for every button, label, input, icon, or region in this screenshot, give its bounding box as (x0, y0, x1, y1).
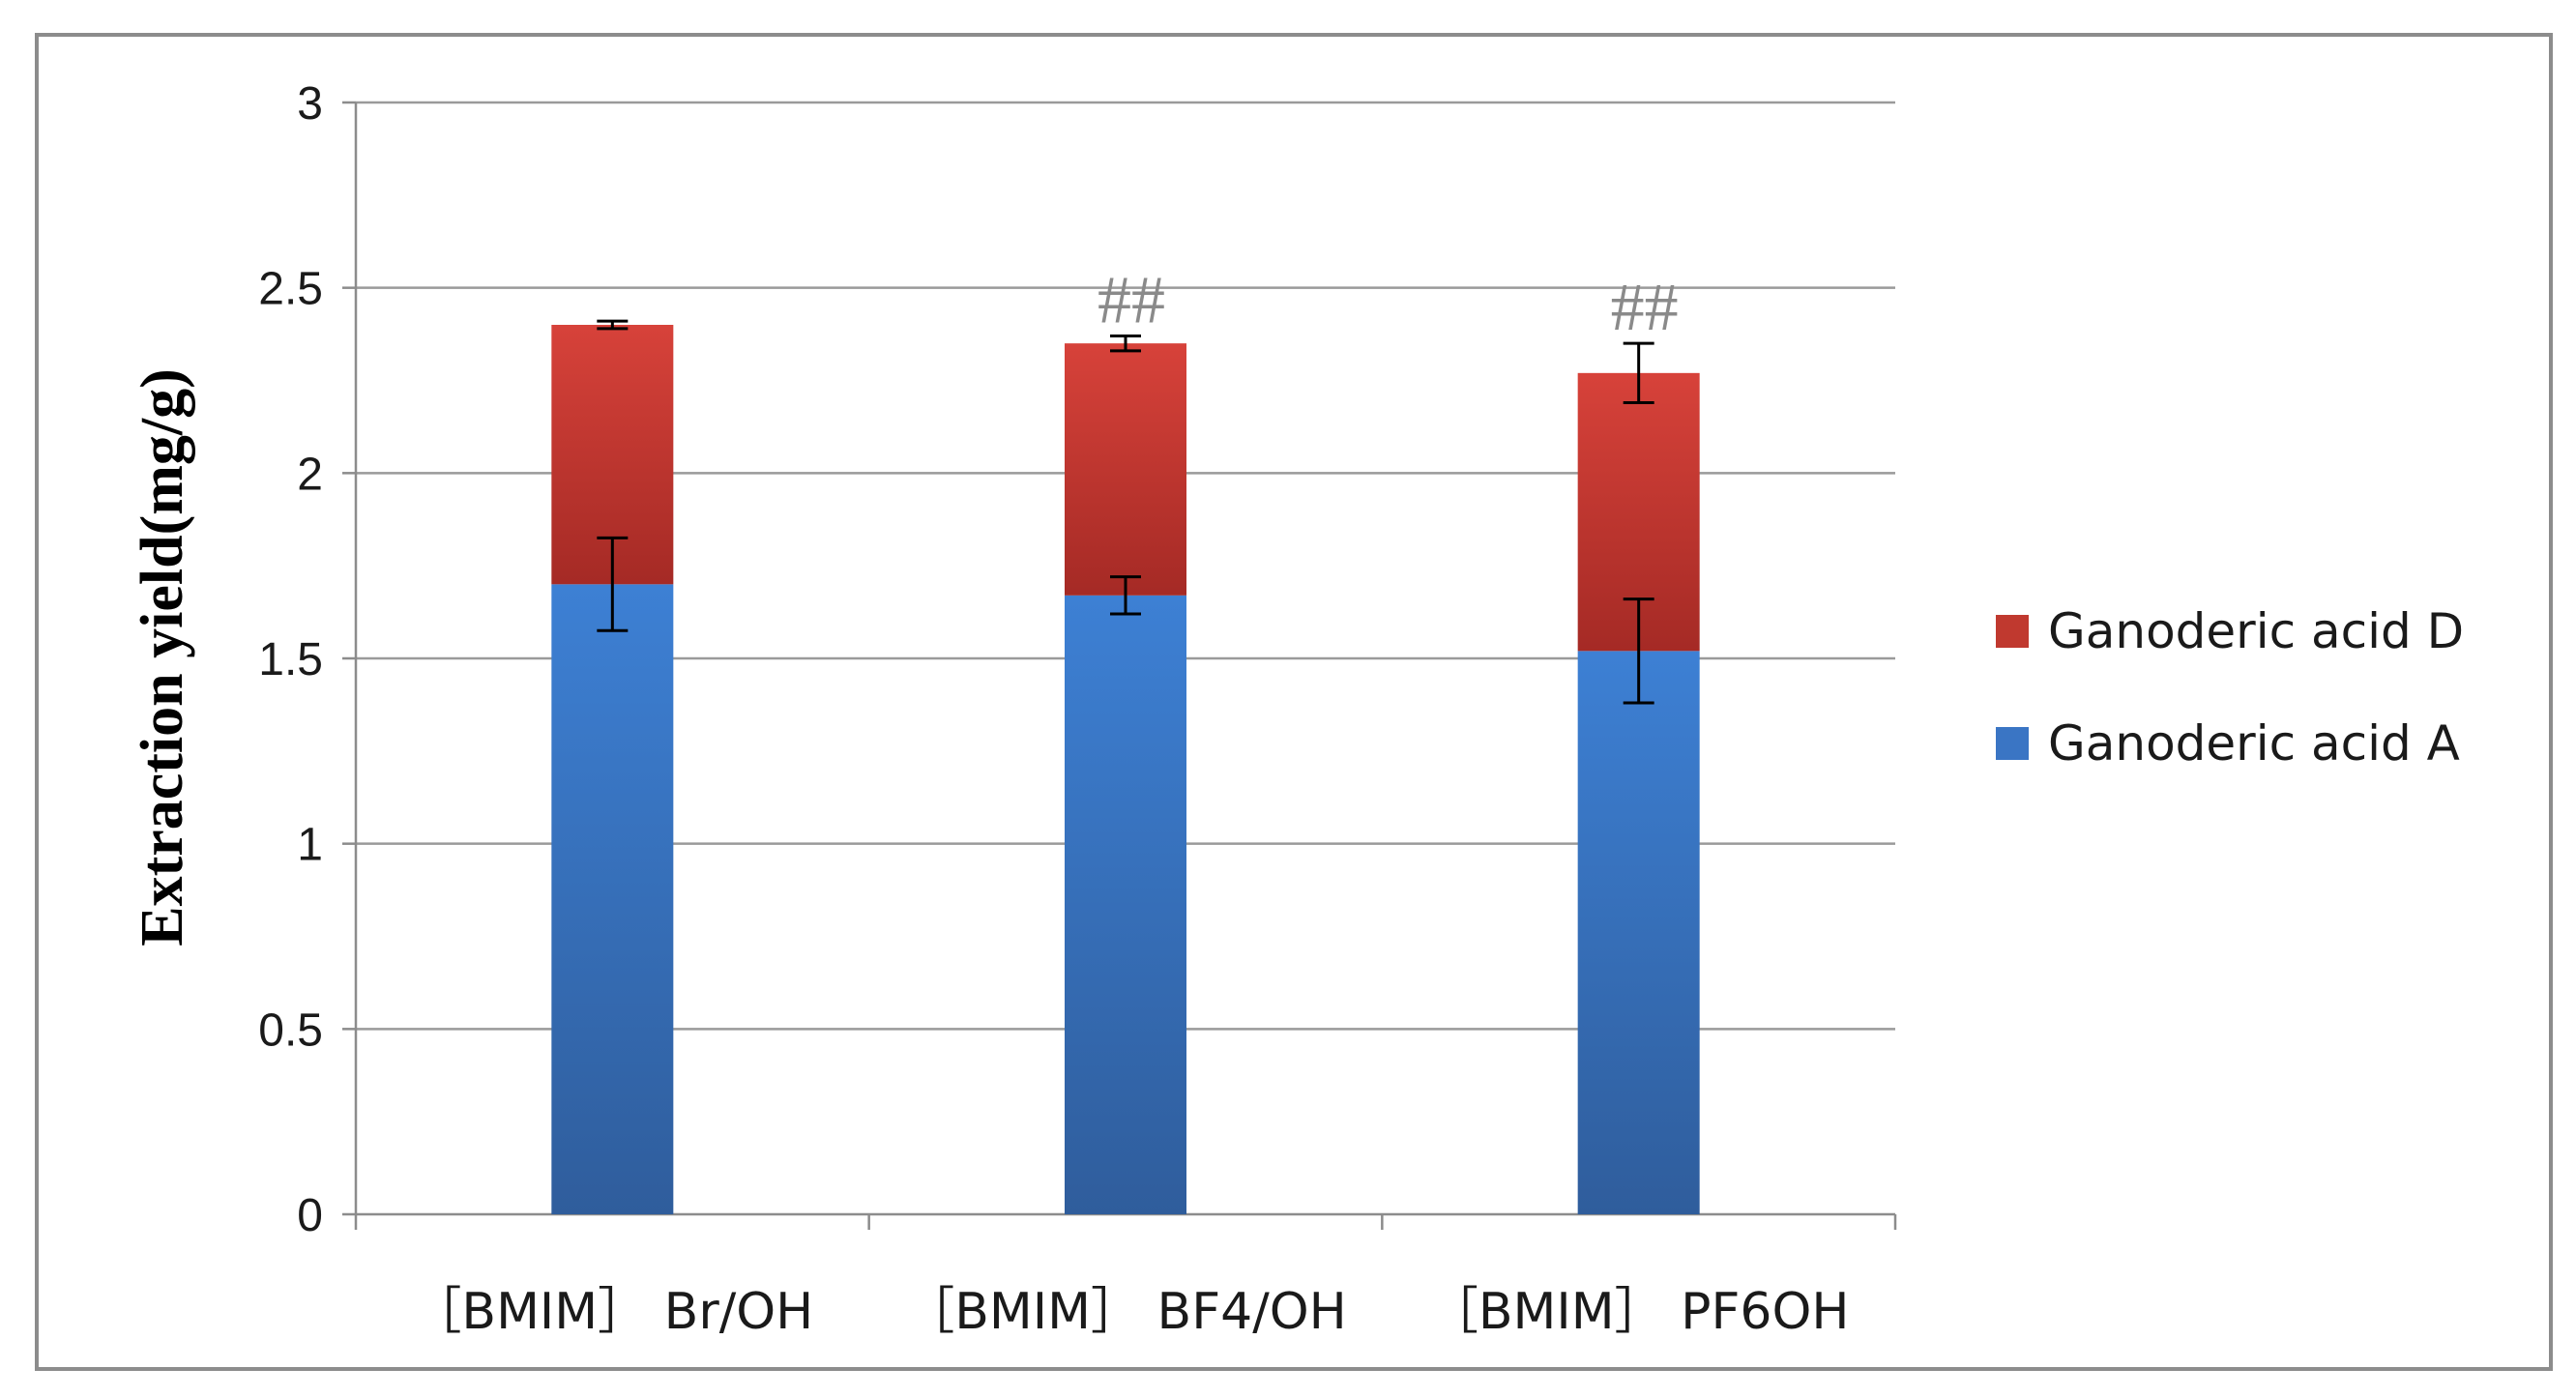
significance-annotation: ## (1611, 271, 1679, 345)
x-category-label: ［BMIM］ Br/OH (411, 1283, 813, 1341)
y-tick-label: 1.5 (258, 634, 323, 685)
bars (551, 325, 1700, 1214)
legend-swatch (1996, 727, 2029, 760)
y-axis-title: Extraction yield(mg/g) (130, 368, 195, 947)
bar-ganoderic-acid-a (551, 584, 674, 1214)
legend-label: Ganoderic acid A (2048, 715, 2460, 772)
legend: Ganoderic acid D Ganoderic acid A (1996, 603, 2464, 772)
chart-frame (35, 33, 2553, 1371)
legend-item-ganoderic-acid-a: Ganoderic acid A (1996, 715, 2460, 772)
y-tick-label: 0 (297, 1190, 323, 1241)
labels: 0 0.5 1 1.5 2 2.5 3 ［BMIM］ Br/OH ［BMIM］ BF4/OH ##… (258, 78, 1849, 1341)
bar-ganoderic-acid-a (1577, 651, 1700, 1214)
error-bars (597, 319, 1654, 705)
legend-item-ganoderic-acid-d: Ganoderic acid D (1996, 603, 2464, 659)
y-tick-label: 1 (297, 820, 323, 871)
legend-swatch (1996, 615, 2029, 648)
y-tick-label: 0.5 (258, 1005, 323, 1056)
y-tick-label: 3 (297, 78, 323, 130)
legend-label: Ganoderic acid D (2048, 603, 2464, 659)
y-tick-label: 2.5 (258, 264, 323, 315)
significance-annotation: ## (1098, 264, 1165, 338)
bar-ganoderic-acid-a (1065, 595, 1186, 1214)
y-tick-label: 2 (297, 449, 323, 500)
x-category-label: ［BMIM］ PF6OH (1428, 1283, 1850, 1341)
bar-ganoderic-acid-d (1065, 343, 1186, 596)
x-category-label: ［BMIM］ BF4/OH (904, 1283, 1347, 1341)
